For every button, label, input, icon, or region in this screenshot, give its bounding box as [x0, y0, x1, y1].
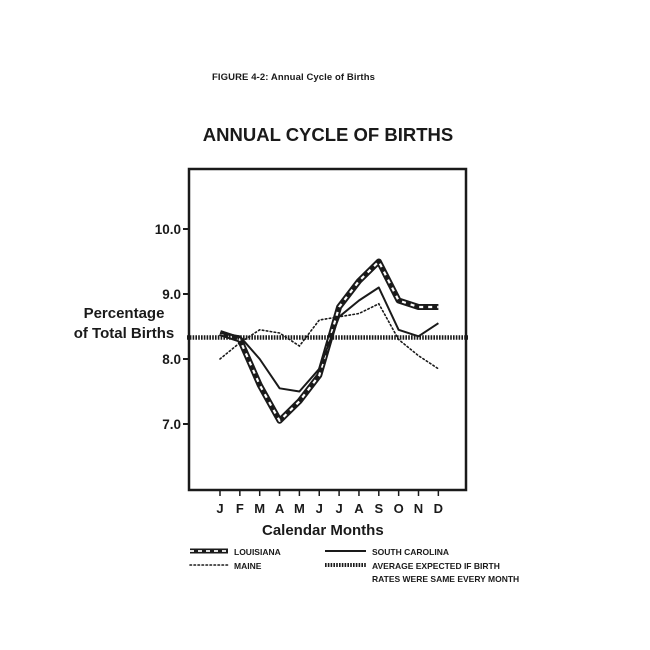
series-line-maine	[219, 302, 440, 370]
x-tick-label: A	[354, 501, 364, 516]
y-tick-label: 10.0	[155, 222, 181, 237]
x-tick-label: F	[236, 501, 244, 516]
y-axis-label: Percentage of Total Births	[64, 304, 184, 344]
chart-title: ANNUAL CYCLE OF BIRTHS	[202, 124, 454, 145]
y-tick-label: 9.0	[162, 287, 181, 302]
x-tick-label: D	[434, 501, 443, 516]
y-axis-label-line-2: of Total Births	[73, 325, 175, 342]
figure-caption: FIGURE 4-2: Annual Cycle of Births	[212, 72, 375, 83]
x-tick-label: J	[335, 501, 342, 516]
x-tick-label: S	[374, 501, 383, 516]
legend-label-average-line-2: RATES WERE SAME EVERY MONTH	[372, 574, 520, 584]
legend-label-average-line-1: AVERAGE EXPECTED IF BIRTH	[372, 561, 500, 571]
x-tick-label: M	[254, 501, 265, 516]
y-tick-label: 8.0	[162, 352, 181, 367]
x-tick-label: A	[275, 501, 285, 516]
x-tick-label: J	[216, 501, 223, 516]
series-line-south-carolina	[219, 286, 439, 393]
plot-frame	[187, 167, 468, 492]
y-axis-label-line-1: Percentage	[83, 305, 165, 322]
legend-label-louisiana: LOUISIANA	[234, 547, 281, 557]
x-axis-label: Calendar Months	[262, 522, 384, 539]
legend-label-maine: MAINE	[234, 561, 262, 571]
y-tick-label: 7.0	[162, 417, 181, 432]
x-tick-label: O	[394, 501, 404, 516]
x-tick-label: J	[316, 501, 323, 516]
legend-label-south-carolina: SOUTH CAROLINA	[372, 547, 449, 557]
x-tick-label: N	[414, 501, 423, 516]
x-tick-label: M	[294, 501, 305, 516]
